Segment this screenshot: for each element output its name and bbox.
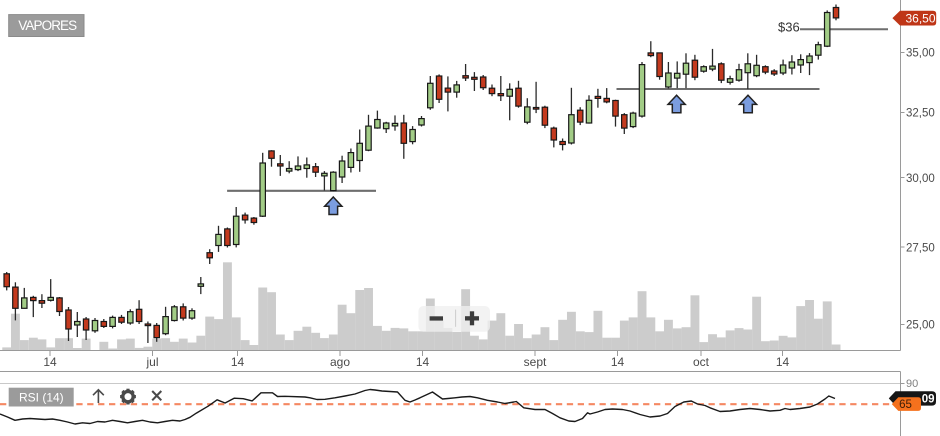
svg-text:32,50: 32,50 (906, 108, 935, 120)
svg-text:14: 14 (416, 355, 430, 369)
svg-text:30,00: 30,00 (906, 173, 935, 185)
svg-text:$36: $36 (778, 20, 800, 35)
svg-text:14: 14 (43, 355, 57, 369)
svg-text:35,00: 35,00 (906, 48, 935, 60)
svg-text:90: 90 (906, 378, 918, 390)
svg-text:36,50: 36,50 (906, 12, 936, 26)
svg-text:25,00: 25,00 (906, 320, 935, 332)
svg-text:14: 14 (776, 355, 790, 369)
svg-text:14: 14 (231, 355, 245, 369)
svg-text:65: 65 (899, 399, 912, 411)
svg-text:09: 09 (922, 394, 935, 406)
svg-text:27,50: 27,50 (906, 242, 935, 254)
svg-text:ago: ago (330, 355, 350, 369)
svg-text:VAPORES: VAPORES (18, 18, 77, 33)
svg-text:RSI (14): RSI (14) (19, 391, 64, 405)
svg-text:jul: jul (145, 355, 158, 369)
svg-text:14: 14 (611, 355, 625, 369)
svg-text:sept: sept (524, 355, 547, 369)
svg-text:oct: oct (693, 355, 710, 369)
